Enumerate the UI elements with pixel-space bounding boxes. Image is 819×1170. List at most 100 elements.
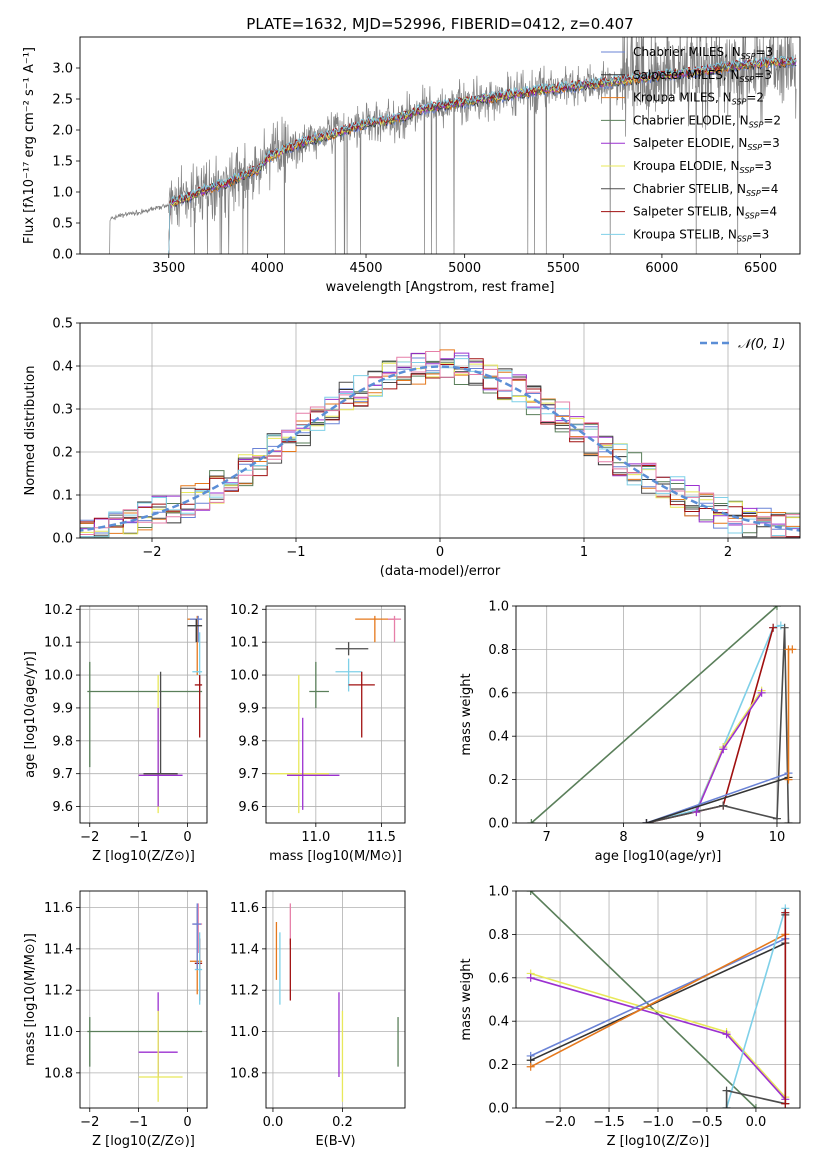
weight-series-line <box>530 942 786 1062</box>
x-tick-label: −1 <box>129 1115 148 1130</box>
panel-residuals: −2 −1 0 1 2 0.0 0.1 0.2 0.3 0.4 0.5 (data-model)/er… <box>23 317 801 579</box>
y-tick-label: 9.7 <box>52 767 73 782</box>
plot-area <box>80 349 800 538</box>
panel-age-vs-mass: 11.0 11.5 9.6 9.7 9.8 9.9 10.0 10.1 10.2 mass [lo… <box>230 603 406 864</box>
weight-point-marker <box>772 814 781 823</box>
y-tick-label: 0.5 <box>52 317 73 332</box>
plot-area <box>87 615 203 814</box>
y-tick-label: 9.8 <box>52 734 73 749</box>
weight-point-marker <box>781 1099 790 1108</box>
y-tick-label: 0.4 <box>488 1015 509 1030</box>
x-tick-label: −1.0 <box>642 1115 674 1130</box>
y-tick-label: 1.0 <box>488 600 509 615</box>
y-tick-label: 11.2 <box>44 984 73 999</box>
x-tick-label: −1.5 <box>593 1115 625 1130</box>
plot-area <box>527 606 797 823</box>
y-tick-label: 11.4 <box>44 942 73 957</box>
legend-entry: Salpeter ELODIE, NSSP=3 <box>633 136 780 152</box>
y-tick-label: 10.8 <box>44 1066 73 1081</box>
plot-area <box>269 615 402 814</box>
data-spectrum-line <box>109 37 797 254</box>
y-tick-label: 10.2 <box>230 603 259 618</box>
legend-entry: Kroupa MILES, NSSP=2 <box>633 91 764 107</box>
weight-point-marker <box>527 819 536 823</box>
x-tick-label: 6500 <box>744 261 777 276</box>
y-tick-label: 0.1 <box>52 489 73 504</box>
x-axis-label: E(B-V) <box>315 1134 355 1149</box>
weight-point-marker <box>769 623 778 632</box>
x-tick-label: 3500 <box>152 261 185 276</box>
y-tick-label: 11.0 <box>44 1025 73 1040</box>
weight-point-marker <box>719 801 728 810</box>
x-axis-label: age [log10(age/yr)] <box>595 849 722 864</box>
x-tick-label: 0.0 <box>263 1115 284 1130</box>
y-axis-label: age [log10(age/yr)] <box>23 651 38 778</box>
weight-series-line <box>646 624 782 823</box>
plot-area <box>275 903 399 1102</box>
y-tick-label: 3.0 <box>52 62 73 77</box>
legend-entry: Chabrier STELIB, NSSP=4 <box>633 182 778 198</box>
y-tick-label: 0.5 <box>52 217 73 232</box>
y-tick-label: 0.3 <box>52 403 73 418</box>
y-tick-label: 10.1 <box>230 636 259 651</box>
y-tick-label: 11.0 <box>230 1025 259 1040</box>
x-tick-label: 0.0 <box>746 1115 767 1130</box>
axes-frame <box>79 36 801 255</box>
x-tick-label: 6000 <box>645 261 678 276</box>
x-axis-label: mass [log10(M/M⊙)] <box>269 849 402 864</box>
x-tick-label: 0 <box>183 1115 191 1130</box>
weight-series-line <box>530 891 757 1108</box>
weight-point-marker <box>719 745 728 754</box>
x-tick-label: 8 <box>619 830 627 845</box>
x-axis-label: wavelength [Angstrom, rest frame] <box>326 280 555 295</box>
weight-point-marker <box>722 1030 731 1039</box>
legend-entry: Salpeter STELIB, NSSP=4 <box>633 205 777 221</box>
panel-weight-vs-age: 7 8 9 10 0.0 0.2 0.4 0.6 0.8 1.0 age [log10(age/yr… <box>459 600 801 864</box>
x-tick-label: −0.5 <box>691 1115 723 1130</box>
x-tick-label: −2.0 <box>544 1115 576 1130</box>
legend-entry: Kroupa ELODIE, NSSP=3 <box>633 159 772 175</box>
weight-series-line <box>646 627 774 823</box>
plot-area <box>109 37 797 254</box>
x-tick-label: 0.2 <box>332 1115 353 1130</box>
axes-frame <box>265 890 406 1109</box>
y-tick-label: 0.0 <box>52 532 73 547</box>
x-axis-label: Z [log10(Z/Z⊙)] <box>607 1134 710 1149</box>
y-tick-label: 0.8 <box>488 928 509 943</box>
legend-entry: 𝒩(0, 1) <box>738 337 785 352</box>
y-tick-label: 2.5 <box>52 93 73 108</box>
x-tick-label: −1 <box>286 545 305 560</box>
y-axis-label: Flux [fλ10⁻¹⁷ erg cm⁻² s⁻¹ A⁻¹] <box>22 47 37 244</box>
y-axis-label: mass [log10(M/M⊙)] <box>23 933 38 1066</box>
weight-point-marker <box>780 623 789 632</box>
x-axis-label: (data-model)/error <box>380 564 501 579</box>
y-tick-label: 0.0 <box>488 817 509 832</box>
x-tick-label: −1 <box>129 830 148 845</box>
y-tick-label: 11.4 <box>230 942 259 957</box>
weight-point-marker <box>776 621 785 630</box>
axes-frame <box>79 605 208 824</box>
y-tick-label: 10.1 <box>44 636 73 651</box>
x-tick-label: 7 <box>543 830 551 845</box>
panel-mass-vs-ebv: 0.0 0.2 10.8 11.0 11.2 11.4 11.6 E(B-V) <box>230 890 406 1149</box>
legend-entry: Chabrier ELODIE, NSSP=2 <box>633 113 781 129</box>
y-tick-label: 0.2 <box>488 1058 509 1073</box>
axes-frame <box>515 890 801 1109</box>
y-tick-label: 0.4 <box>52 360 73 375</box>
x-tick-label: 10 <box>769 830 786 845</box>
weight-point-marker <box>751 1104 760 1108</box>
weight-point-marker <box>772 606 781 610</box>
weight-point-marker <box>722 1104 731 1108</box>
y-tick-label: 0.2 <box>488 773 509 788</box>
weight-point-marker <box>788 645 797 654</box>
weight-point-marker <box>757 688 766 697</box>
legend-entry: Salpeter MILES, NSSP=3 <box>633 68 772 84</box>
y-tick-label: 1.0 <box>52 186 73 201</box>
weight-series-line <box>530 933 786 1068</box>
x-tick-label: 0 <box>183 830 191 845</box>
weight-point-marker <box>722 1086 731 1095</box>
x-tick-label: −2 <box>80 1115 99 1130</box>
weight-series-line <box>530 606 778 823</box>
y-tick-label: 0.6 <box>488 971 509 986</box>
x-axis-label: Z [log10(Z/Z⊙)] <box>92 1134 195 1149</box>
